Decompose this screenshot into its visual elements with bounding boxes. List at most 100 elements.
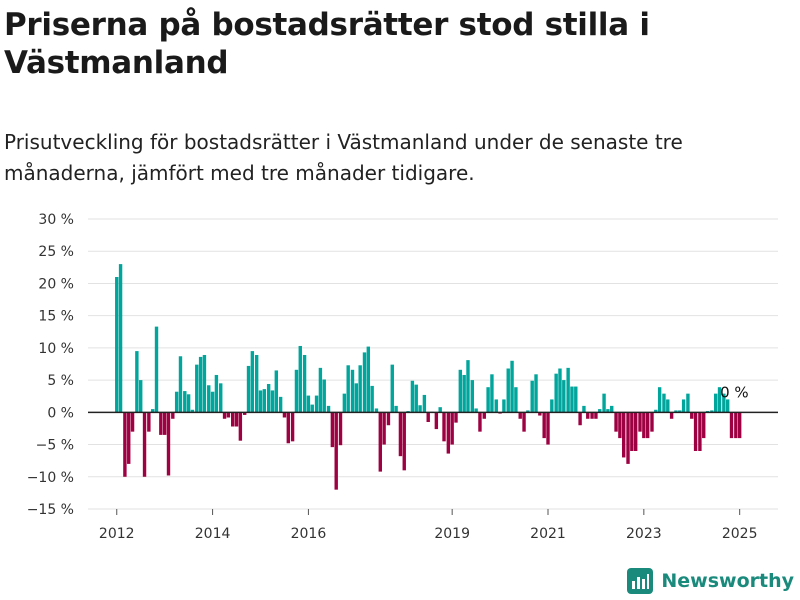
bar	[115, 277, 119, 413]
x-tick-label: 2025	[722, 526, 758, 540]
bar	[338, 412, 343, 446]
bar	[246, 365, 251, 413]
bar	[582, 405, 586, 413]
bar	[350, 369, 355, 413]
y-tick-label: 5 %	[47, 373, 74, 389]
bar	[642, 412, 646, 439]
bar	[506, 368, 510, 413]
bar	[382, 412, 386, 445]
bar	[178, 356, 183, 413]
bar	[242, 412, 247, 415]
bar	[118, 264, 123, 413]
bar	[630, 412, 634, 451]
bar	[139, 380, 143, 413]
bar	[186, 394, 191, 413]
bar	[598, 409, 602, 413]
bar	[266, 383, 271, 413]
bar	[554, 373, 558, 413]
bar	[737, 412, 742, 439]
bar	[219, 383, 223, 413]
bar	[486, 387, 490, 413]
bar	[310, 404, 314, 413]
bar	[306, 395, 311, 413]
bar	[274, 370, 279, 413]
bar	[470, 380, 474, 413]
bar	[386, 412, 391, 426]
bar	[526, 410, 530, 413]
bar	[578, 412, 582, 426]
bar	[334, 412, 338, 490]
bar	[354, 383, 359, 413]
x-tick-label: 2014	[195, 526, 231, 540]
annotation-label: 0 %	[720, 383, 749, 401]
bar	[207, 385, 211, 413]
bar	[514, 387, 518, 413]
bar	[183, 391, 187, 413]
bar	[195, 364, 199, 413]
y-tick-label: −5 %	[36, 438, 74, 454]
bar	[454, 412, 458, 423]
bar	[669, 412, 674, 419]
x-tick-label: 2019	[434, 526, 470, 540]
bar	[686, 393, 690, 413]
chart-title: Priserna på bostadsrätter stod stilla i …	[4, 7, 650, 81]
bar	[546, 412, 550, 445]
bar	[478, 412, 482, 432]
y-tick-label: 30 %	[38, 212, 74, 228]
bar	[202, 354, 207, 413]
bar	[378, 412, 382, 472]
bar	[390, 364, 394, 413]
bar	[171, 412, 175, 419]
y-tick-label: 20 %	[38, 276, 74, 292]
brand-logo: Newsworthy	[627, 568, 794, 594]
bar	[666, 399, 670, 413]
bar	[450, 412, 454, 445]
bar	[418, 405, 422, 413]
bar	[342, 393, 347, 413]
y-tick-label: −15 %	[27, 502, 74, 518]
bar	[574, 386, 578, 413]
bar	[438, 407, 442, 413]
bar	[231, 412, 235, 427]
bar	[398, 412, 403, 457]
bar	[154, 326, 159, 413]
bar	[130, 412, 135, 432]
bar	[346, 365, 350, 413]
bar	[678, 410, 682, 413]
bar	[714, 393, 718, 413]
bar	[142, 412, 147, 477]
chart-subtitle: Prisutveckling för bostadsrätter i Västm…	[4, 130, 683, 185]
bar	[210, 391, 215, 413]
bar	[422, 394, 427, 413]
bar	[654, 409, 658, 413]
bar	[638, 412, 642, 432]
x-tick-label: 2016	[291, 526, 327, 540]
bar	[290, 412, 295, 442]
bar	[286, 412, 290, 444]
bar	[370, 385, 374, 413]
bar	[366, 346, 371, 413]
bar	[657, 387, 662, 413]
x-tick-label: 2012	[99, 526, 135, 540]
bar	[693, 412, 698, 451]
bar	[434, 412, 439, 430]
y-tick-label: 15 %	[38, 309, 74, 325]
bar	[402, 412, 406, 471]
bar	[734, 412, 738, 439]
x-tick-label: 2023	[626, 526, 662, 540]
bar	[702, 412, 706, 439]
bar	[159, 412, 163, 435]
bar	[446, 412, 451, 454]
bar	[147, 412, 151, 432]
bar	[698, 412, 702, 451]
bar	[650, 412, 654, 432]
bar	[234, 412, 239, 427]
bar	[410, 380, 415, 413]
bar	[622, 412, 626, 458]
x-tick-label: 2021	[530, 526, 566, 540]
bar	[522, 412, 526, 432]
bar	[558, 368, 562, 413]
bar	[510, 360, 514, 413]
bar	[590, 412, 594, 419]
brand-name: Newsworthy	[661, 570, 794, 592]
